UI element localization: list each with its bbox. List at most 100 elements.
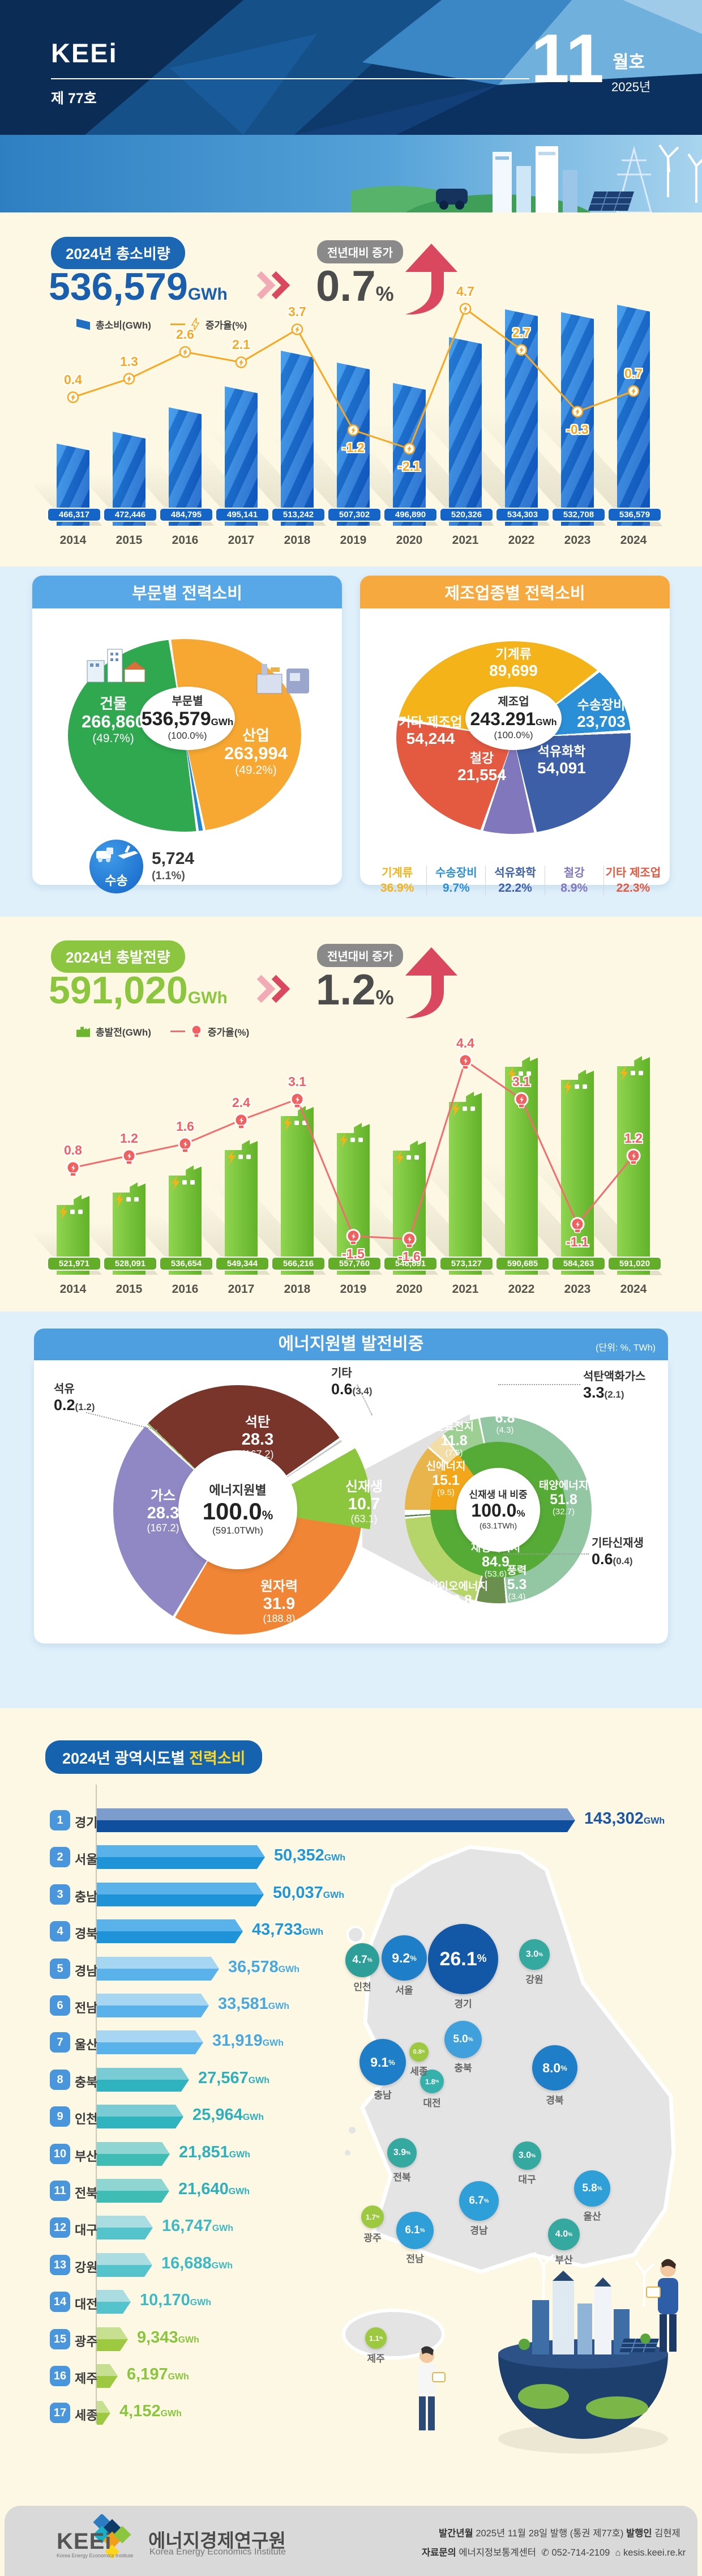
bulb-icon	[191, 1024, 202, 1038]
region-rank: 13	[50, 2255, 70, 2275]
factory-bolt-icon	[59, 1205, 68, 1223]
year-label: 2014	[59, 1283, 87, 1296]
year-label: 2022	[508, 534, 535, 547]
manufacturing-card-title: 제조업종별 전력소비	[360, 576, 670, 608]
unit-note: (단위: %, TWh)	[596, 1343, 656, 1353]
factory-bolt-icon	[619, 1066, 628, 1084]
year-label: 2024	[620, 1283, 647, 1296]
bar-value: 521,971	[47, 1257, 101, 1271]
region-name: 제주	[75, 2371, 98, 2386]
sector-card-title: 부문별 전력소비	[32, 576, 342, 608]
bar-value: 528,091	[103, 1257, 157, 1271]
factory-window-dot	[294, 1121, 299, 1125]
generation-badge: 2024년 총발전량	[51, 940, 185, 973]
region-rank: 12	[50, 2217, 70, 2238]
map-circle: 9.1%	[359, 2039, 406, 2085]
map-region-label: 대구	[518, 2174, 536, 2185]
growth-label: 3.1	[288, 1074, 306, 1089]
year-label: 2015	[115, 1283, 143, 1296]
factory-window-dot	[414, 1155, 419, 1160]
factory-machines-icon	[256, 664, 309, 694]
sector-center-label: 부문별 536,579GWh (100.0%)	[140, 687, 235, 750]
factory-window-dot	[134, 1197, 139, 1202]
region-bar	[97, 2105, 183, 2128]
map-circle: 1.1%	[365, 2327, 387, 2349]
region-rank: 5	[50, 1958, 70, 1979]
keei-logo: KEEi	[51, 38, 118, 68]
factory-bolt-icon	[227, 1150, 236, 1168]
bar-value: 466,317	[47, 508, 101, 522]
transport-circle: 수송	[89, 840, 143, 893]
region-name: 서울	[75, 1853, 98, 1867]
factory-bolt-icon	[283, 1116, 292, 1134]
region-value: 6,197GWh	[127, 2365, 189, 2383]
footer-website-link[interactable]: kesis.keei.re.kr	[623, 2548, 686, 2558]
factory-window-dot	[575, 1084, 579, 1089]
region-value: 16,688GWh	[161, 2254, 233, 2272]
year-label: 2018	[284, 1283, 311, 1296]
bar-value: 536,654	[159, 1257, 213, 1271]
growth-label: 4.7	[456, 284, 474, 299]
donut-slice-label: 바이오에너지 19.8 (12.5)	[429, 1581, 488, 1618]
map-circle: 4.7%	[345, 1943, 379, 1977]
growth-label: -2.1	[398, 459, 421, 474]
bar-legend-label: 총소비(GWh)	[96, 320, 151, 331]
mfg-slice-label: 석유화학 54,091	[537, 744, 586, 777]
map-circle: 1.7%	[361, 2205, 384, 2228]
region-rank: 4	[50, 1921, 70, 1941]
region-bar	[97, 2253, 152, 2277]
leader-line	[498, 1384, 580, 1385]
map-region-label: 대전	[423, 2098, 441, 2109]
year-label: 2015	[115, 534, 143, 547]
bar-value: 590,685	[495, 1257, 550, 1271]
region-bar	[97, 2290, 131, 2314]
renewable-center: 신재생 내 비중 100.0% (63.1TWh)	[456, 1468, 540, 1552]
region-value: 50,037GWh	[273, 1884, 345, 1902]
energy-mix-header: 에너지원별 발전비중 (단위: %, TWh)	[34, 1329, 668, 1360]
bar	[281, 351, 314, 526]
region-bar	[97, 2179, 169, 2203]
bar-value: 584,263	[551, 1257, 606, 1271]
growth-label: 1.6	[176, 1119, 194, 1134]
bar-value: 566,216	[271, 1257, 326, 1271]
region-value: 33,581GWh	[218, 1995, 290, 2013]
region-name: 전남	[75, 2001, 98, 2015]
header: KEEi 제 77호 11 월호 2025년	[0, 0, 702, 135]
map-circle: 3.0%	[513, 2141, 541, 2170]
keei-footer-logo-icon	[93, 2514, 131, 2559]
bar	[393, 383, 426, 526]
region-name: 인천	[75, 2112, 98, 2126]
bar	[225, 386, 258, 526]
factory-bolt-icon	[563, 1080, 572, 1097]
year-label: 2016	[172, 534, 199, 547]
footer-keei-logo: KEEi	[57, 2529, 112, 2554]
region-name: 충남	[75, 1890, 98, 1904]
regional-title-highlight: 전력소비	[189, 1750, 246, 1767]
region-bar	[97, 1845, 265, 1869]
phone-icon: ✆	[538, 2548, 552, 2558]
donut-slice-label: 원자력 31.9 (188.8)	[260, 1579, 298, 1625]
map-region-label: 제주	[367, 2353, 385, 2364]
issue-number: 제 77호	[51, 91, 97, 107]
bar-value: 536,579	[607, 508, 662, 522]
donut-slice-label: 수력 6.8 (4.3)	[495, 1398, 515, 1436]
rate-line-icon	[170, 323, 185, 325]
region-rank: 14	[50, 2292, 70, 2312]
manufacturing-legend-item: 기계류 36.9%	[380, 867, 414, 895]
year-label: 2023	[564, 1283, 591, 1296]
year-label: 2018	[284, 534, 311, 547]
regional-axis	[96, 1785, 97, 2424]
donut-slice-label: 풍력 5.3 (3.4)	[507, 1565, 527, 1602]
region-rank: 17	[50, 2403, 70, 2423]
energy-mix-title: 에너지원별 발전비중	[278, 1335, 424, 1353]
issue-month: 11	[531, 20, 604, 97]
year-label: 2016	[172, 1283, 199, 1296]
bar-value: 495,141	[215, 508, 269, 522]
manufacturing-legend: 기계류 36.9% 수송장비 9.7% 석유화학 22.2% 철강 8.9% 기타 제조업 22.…	[368, 866, 662, 896]
growth-label: -0.3	[566, 421, 589, 437]
growth-label: 1.2	[624, 1131, 643, 1146]
donut-outside-label: 기타 0.6(3.4)	[331, 1367, 373, 1398]
transport-value: 5,724 (1.1%)	[152, 849, 195, 882]
manufacturing-legend-item: 철강 8.9%	[544, 866, 603, 896]
region-bar	[97, 1919, 243, 1943]
